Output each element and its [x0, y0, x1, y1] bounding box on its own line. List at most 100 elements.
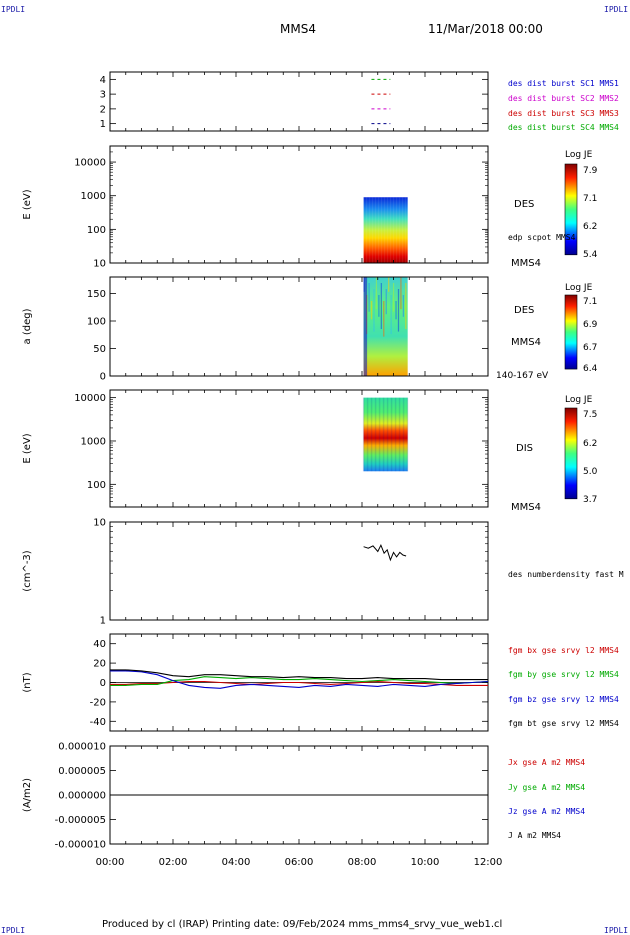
time-tick-label: 08:00 — [348, 857, 377, 868]
pitch-structure — [388, 277, 390, 292]
dis-energy-cbar-tick-2: 6.2 — [583, 439, 598, 449]
panel-frame-3 — [109, 389, 489, 508]
y-axis-label: (cm^-3) — [22, 550, 33, 591]
spacecraft-title: MMS4 — [280, 22, 316, 36]
y-tick-label: 40 — [93, 639, 106, 650]
des-energy-spectrogram — [363, 197, 408, 263]
des-pitch-cbar-tick-2: 6.9 — [583, 320, 598, 330]
y-axis-label: (nT) — [22, 672, 33, 692]
y-tick-label: 0 — [100, 678, 106, 689]
mms4-label-1: MMS4 — [511, 258, 541, 269]
current-legend-4: J A m2 MMS4 — [508, 831, 561, 840]
time-tick-label: 00:00 — [96, 857, 125, 868]
pitch-structure — [373, 289, 375, 332]
y-tick-label: 10000 — [74, 158, 106, 169]
y-axis-label: E (eV) — [22, 189, 33, 219]
bfield-series-1 — [110, 680, 488, 686]
y-tick-label: 1000 — [81, 436, 106, 447]
dis-energy-cbar-tick-1: 7.5 — [583, 410, 598, 420]
bfield-legend-4: fgm bt gse srvy l2 MMS4 — [508, 719, 619, 728]
dis-energy-cbar-title: Log JE — [565, 395, 593, 405]
des-pitch-cbar-title: Log JE — [565, 283, 593, 293]
pitch-structure — [363, 277, 368, 376]
burst-legend-2: des dist burst SC2 MMS2 — [508, 94, 619, 103]
time-tick-label: 06:00 — [285, 857, 314, 868]
pitch-structure — [370, 301, 373, 320]
des-energy-cbar-tick-4: 5.4 — [583, 250, 598, 260]
pitch-structure — [392, 283, 395, 312]
corner-label-top-left: IPDLI — [1, 5, 26, 14]
datetime-title: 11/Mar/2018 00:00 — [428, 22, 543, 36]
y-tick-label: -0.000005 — [55, 815, 106, 826]
pitch-structure — [390, 295, 392, 335]
y-tick-label: 1000 — [81, 191, 106, 202]
density-line — [363, 543, 407, 562]
colorbar-1 — [564, 163, 578, 256]
y-tick-label: 10 — [93, 259, 106, 270]
des-pitch-cbar-tick-3: 6.7 — [583, 343, 598, 353]
y-tick-label: 100 — [87, 225, 106, 236]
colorbar-2 — [564, 294, 578, 370]
current-legend-2: Jy gse A m2 MMS4 — [508, 783, 586, 792]
y-tick-label: 50 — [93, 344, 106, 355]
dis-energy-panel-label: DIS — [516, 443, 533, 454]
pitch-structure — [385, 289, 387, 315]
pitch-structure — [402, 295, 404, 317]
y-tick-label: -40 — [90, 717, 106, 728]
pitch-structure — [368, 283, 370, 312]
y-tick-label: 1 — [100, 119, 106, 130]
des-energy-panel-label: DES — [514, 199, 535, 210]
pitch-structure — [397, 289, 400, 332]
y-axis-label: E (eV) — [22, 433, 33, 463]
time-tick-label: 12:00 — [474, 857, 503, 868]
current-legend-1: Jx gse A m2 MMS4 — [508, 758, 586, 767]
y-tick-label: 100 — [87, 480, 106, 491]
y-tick-label: 100 — [87, 317, 106, 328]
energy-range-label: 140-167 eV — [496, 371, 549, 381]
des-pitch-cbar-tick-4: 6.4 — [583, 364, 598, 374]
des-pitch-cbar-tick-1: 7.1 — [583, 297, 598, 307]
corner-label-top-right: IPDLI — [604, 5, 629, 14]
y-tick-label: 20 — [93, 659, 106, 670]
colorbar-3 — [564, 407, 578, 500]
corner-label-bottom-right: IPDLI — [604, 926, 629, 935]
burst-legend-4: des dist burst SC4 MMS4 — [508, 123, 619, 132]
pitch-structure — [378, 295, 380, 317]
burst-legend-1: des dist burst SC1 MMS1 — [508, 79, 619, 88]
corner-label-bottom-left: IPDLI — [1, 926, 26, 935]
pitch-structure — [395, 301, 397, 320]
y-tick-label: 0.000000 — [58, 791, 106, 802]
panel-frame-2 — [109, 276, 489, 377]
y-tick-label: -20 — [90, 697, 106, 708]
footer-text: Produced by cl (IRAP) Printing date: 09/… — [102, 919, 503, 930]
pitch-structure — [400, 277, 402, 310]
y-tick-label: 4 — [100, 75, 106, 86]
mms4-label-3: MMS4 — [511, 502, 541, 513]
density-legend: des numberdensity fast M — [508, 570, 624, 579]
burst-legend-3: des dist burst SC3 MMS3 — [508, 109, 619, 118]
y-tick-label: -0.000010 — [55, 840, 106, 851]
y-tick-label: 0.000010 — [58, 742, 106, 753]
des-energy-cbar-tick-1: 7.9 — [583, 166, 598, 176]
y-tick-label: 10000 — [74, 393, 106, 404]
des-pitch-panel-label: DES — [514, 305, 535, 316]
current-legend-3: Jz gse A m2 MMS4 — [508, 807, 586, 816]
y-tick-label: 0 — [100, 372, 106, 383]
y-axis-label: a (deg) — [22, 308, 33, 344]
y-tick-label: 2 — [100, 104, 106, 115]
y-tick-label: 3 — [100, 90, 106, 101]
dis-energy-cbar-tick-4: 3.7 — [583, 495, 598, 505]
bfield-series-4 — [110, 669, 488, 681]
panel-frame-0 — [109, 71, 489, 132]
des-energy-cbar-tick-2: 7.1 — [583, 194, 598, 204]
y-tick-label: 10 — [93, 518, 106, 529]
bfield-series-3 — [110, 670, 489, 689]
bfield-legend-1: fgm bx gse srvy l2 MMS4 — [508, 646, 619, 655]
y-tick-label: 0.000005 — [58, 766, 106, 777]
pitch-structure — [375, 277, 378, 310]
pitch-structure — [383, 301, 385, 337]
y-axis-label: (A/m2) — [22, 778, 33, 812]
dis-energy-spectrogram — [363, 397, 408, 472]
panel-frame-1 — [109, 145, 489, 264]
